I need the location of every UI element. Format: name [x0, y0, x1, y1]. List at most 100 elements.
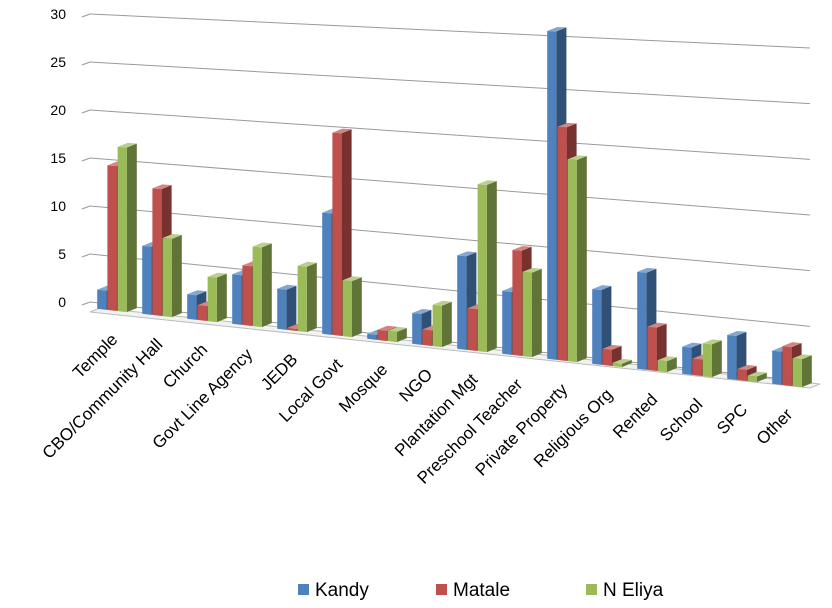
y-tick-label: 30: [50, 6, 66, 22]
bar-front: [467, 308, 477, 351]
bar-side: [486, 180, 497, 353]
bar-top: [117, 142, 137, 148]
bar-side: [576, 155, 587, 363]
legend-label: Kandy: [315, 580, 369, 601]
bar-top: [737, 364, 757, 370]
bar-front: [422, 329, 432, 346]
legend-item-kandy: Kandy: [298, 580, 369, 601]
bar-front: [477, 184, 487, 353]
bar-front: [637, 271, 647, 370]
bar-n-eliya: [702, 339, 722, 378]
bar-front: [702, 343, 712, 378]
legend-swatch: [586, 584, 597, 595]
bar-n-eliya: [522, 267, 542, 358]
bars: [97, 27, 812, 388]
bar-front: [107, 165, 117, 311]
gridline-side: [81, 13, 91, 18]
category-label: School: [656, 395, 706, 445]
bar-top: [557, 122, 577, 128]
bar-top: [162, 234, 182, 239]
gridline-side: [81, 205, 91, 210]
bar-top: [432, 300, 452, 306]
category-label: Other: [753, 405, 797, 449]
bar-front: [252, 246, 262, 328]
bar-front: [197, 305, 207, 321]
bar-front: [277, 288, 287, 330]
bar-front: [412, 312, 422, 345]
bar-top: [187, 290, 207, 296]
bar-front: [377, 329, 387, 341]
gridline: [89, 109, 811, 160]
bar-side: [216, 273, 227, 323]
category-label: Rented: [609, 390, 661, 442]
bar-side: [441, 301, 452, 348]
bar-front: [692, 358, 702, 376]
bar-n-eliya: [162, 234, 182, 318]
bar-top: [682, 342, 702, 348]
y-tick-label: 5: [58, 246, 66, 262]
bar-side: [711, 340, 722, 378]
bar-front: [547, 31, 557, 360]
bar-front: [682, 346, 692, 375]
bar-n-eliya: [477, 180, 497, 353]
bar-top: [207, 272, 227, 278]
gridline-side: [81, 253, 91, 258]
gridline-side: [81, 301, 91, 306]
gridlines: [81, 13, 811, 383]
gridline-side: [81, 109, 91, 114]
bar-top: [332, 128, 352, 134]
bar-n-eliya: [387, 326, 407, 343]
bar-front: [207, 276, 217, 323]
bar-top: [647, 322, 667, 328]
gridline: [89, 61, 811, 105]
category-label: SPC: [713, 400, 751, 438]
gridline: [89, 157, 811, 216]
gridline-side: [81, 157, 91, 162]
bar-top: [252, 242, 272, 248]
bar-top: [592, 285, 612, 290]
bar-side: [351, 277, 362, 338]
bar-side: [396, 327, 407, 343]
bar-kandy: [277, 284, 297, 330]
bar-front: [142, 245, 152, 315]
bar-front: [782, 346, 792, 386]
y-tick-label: 25: [50, 54, 66, 70]
gridline: [89, 13, 811, 49]
bar-front: [592, 289, 602, 365]
bar-side: [666, 357, 677, 373]
bar-front: [657, 360, 667, 373]
bar-side: [306, 262, 317, 333]
bar-n-eliya: [657, 356, 677, 373]
bar-top: [612, 358, 632, 364]
bar-n-eliya: [792, 354, 812, 388]
bar-side: [171, 234, 182, 318]
bar-top: [602, 344, 622, 350]
bar-top: [782, 342, 802, 348]
bar-top: [522, 267, 542, 273]
bar-top: [567, 155, 587, 160]
bar-front: [287, 327, 297, 331]
bar-front: [152, 188, 162, 316]
y-tick-label: 0: [58, 294, 66, 310]
bar-front: [792, 358, 802, 388]
bar-n-eliya: [612, 358, 632, 368]
bar-front: [557, 126, 567, 361]
bar-front: [97, 289, 107, 310]
bar-side: [756, 372, 767, 383]
bar-n-eliya: [747, 371, 767, 383]
bar-n-eliya: [342, 276, 362, 338]
bar-top: [297, 261, 317, 267]
legend-swatch: [298, 584, 309, 595]
bar-front: [457, 255, 467, 350]
bar-front: [342, 280, 352, 338]
bar-top: [512, 245, 532, 251]
bar-top: [412, 308, 432, 314]
bar-front: [297, 265, 307, 333]
bar-front: [727, 334, 737, 380]
bar-front: [512, 249, 522, 356]
bar-front: [647, 326, 657, 371]
legend-item-n-eliya: N Eliya: [586, 580, 664, 601]
y-tick-label: 15: [50, 150, 66, 166]
category-label: JEDB: [257, 350, 301, 394]
gridline: [89, 205, 811, 272]
